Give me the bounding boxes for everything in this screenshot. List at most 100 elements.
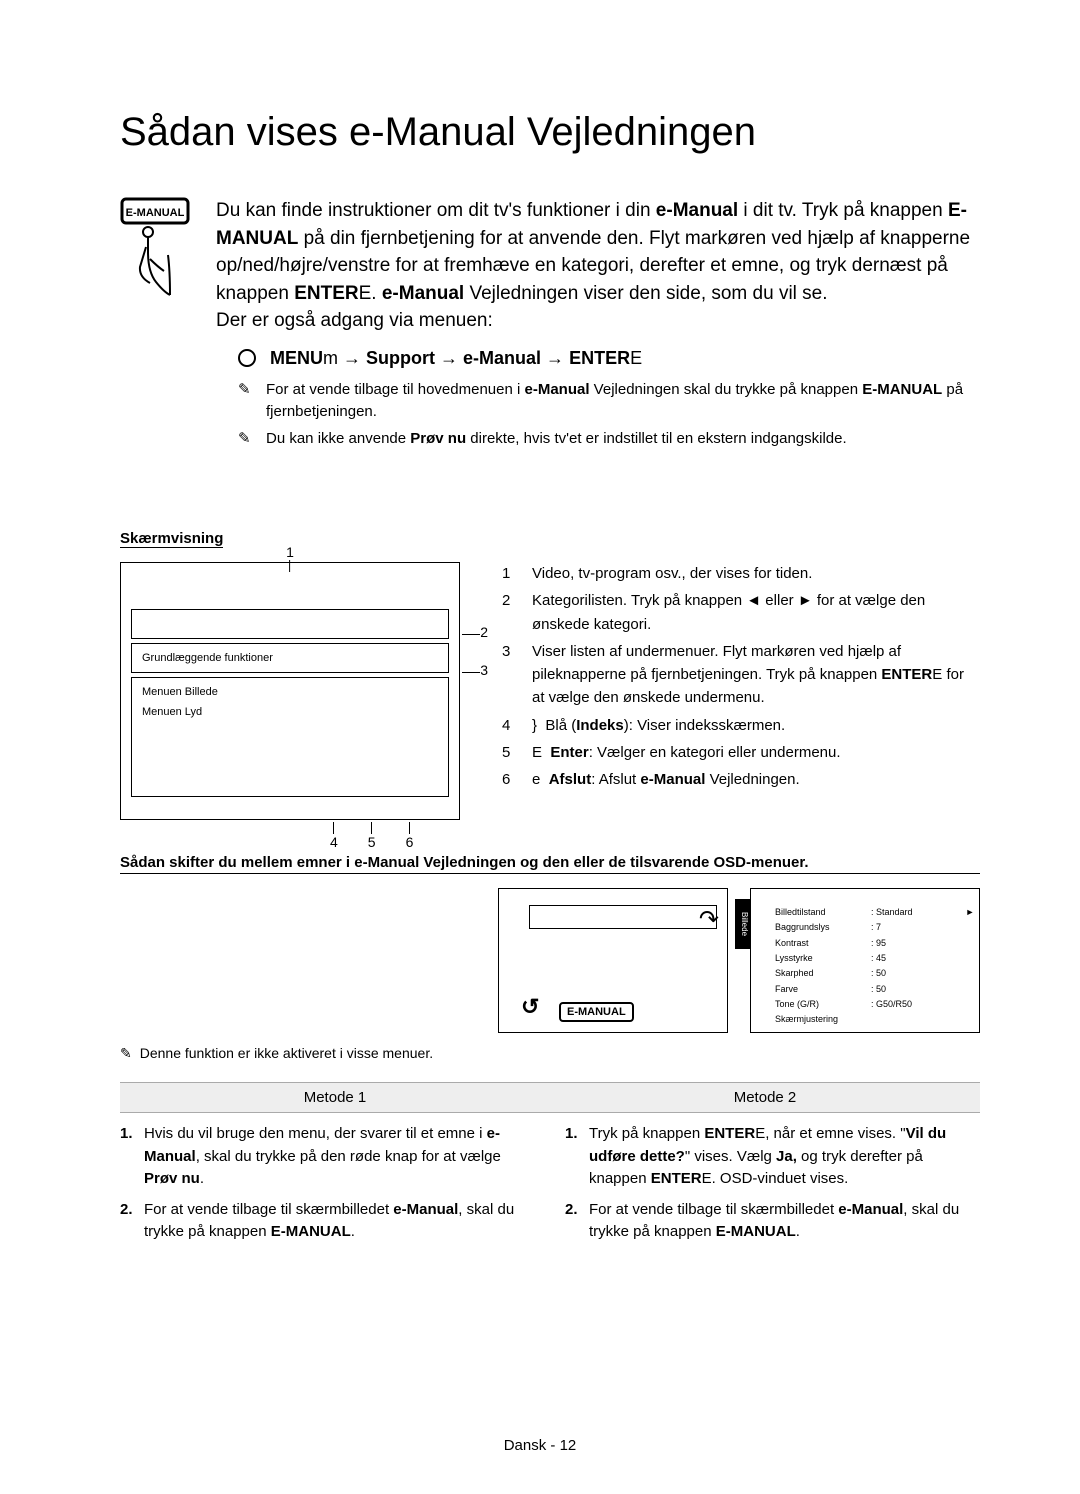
t: E [702, 1170, 712, 1187]
t: e-Manual [463, 348, 541, 368]
t: e-Manual [656, 200, 738, 221]
intro-text: Du kan finde instruktioner om dit tv's f… [216, 197, 980, 456]
marker-4: 4 [330, 822, 338, 850]
t: → [338, 348, 366, 368]
t: E [932, 666, 942, 683]
marker-6: 6 [406, 822, 414, 850]
t: Enter [550, 744, 588, 761]
t: m [323, 348, 338, 368]
t: , når et emne vises. " [765, 1125, 905, 1142]
t: e-Manual [525, 381, 590, 398]
t: → [541, 348, 569, 368]
t: . OSD-vinduet vises. [712, 1170, 849, 1187]
t: e [532, 771, 540, 788]
hand-icon: ✎ [120, 1045, 132, 1062]
page-title: Sådan vises e-Manual Vejledningen [120, 110, 980, 155]
method-header: Metode 1 Metode 2 [120, 1082, 980, 1113]
mini-tab: Billede [735, 899, 751, 949]
t: Indeks [576, 717, 624, 734]
k: 2 [502, 589, 516, 636]
circle-icon [238, 349, 256, 367]
t: → [435, 348, 463, 368]
t: ENTER [294, 283, 358, 304]
t: Viser listen af undermenuer. Flyt markør… [532, 643, 901, 683]
t: ): Viser indeksskærmen. [624, 717, 785, 734]
t: Tryk på knappen [589, 1125, 704, 1142]
t: Vejledningen. [705, 771, 799, 788]
box-cat: Grundlæggende funktioner [131, 643, 449, 673]
t: e-Manual [640, 771, 705, 788]
badge-text: E-MANUAL [126, 207, 185, 219]
t: E [532, 744, 542, 761]
t: } [532, 717, 537, 734]
t: Kategorilisten. Tryk på knappen ◄ eller … [532, 589, 980, 636]
screen-diagram: Grundlæggende funktioner Menuen Billede … [120, 562, 460, 820]
arrow-icon: ↷ [699, 905, 719, 934]
switch-title: Sådan skifter du mellem emner i e-Manual… [120, 854, 980, 874]
method-2: Tryk på knappen ENTERE , når et emne vise… [565, 1123, 980, 1252]
screen-section-title: Skærmvisning [120, 530, 223, 548]
t: e-Manual [393, 1201, 458, 1218]
t: ENTER [569, 348, 630, 368]
t: , skal du trykke på den røde knap for at… [196, 1148, 501, 1165]
box-2 [131, 609, 449, 639]
note-2: ✎ Du kan ikke anvende Prøv nu direkte, h… [238, 428, 980, 450]
t: For at vende tilbage til skærmbilledet [589, 1201, 838, 1218]
page-footer: Dansk - 12 [0, 1437, 1080, 1454]
t: E-MANUAL [716, 1223, 796, 1240]
emanual-badge: E-MANUAL [559, 1002, 634, 1022]
t: E [359, 283, 372, 304]
t: ENTER [651, 1170, 702, 1187]
marker-3: 3 [462, 662, 488, 678]
menu-path: MENUm → Support → e-Manual → ENTERE [238, 345, 980, 371]
back-arrow-icon: ↺ [521, 994, 539, 1020]
k: 1 [502, 562, 516, 585]
t: E-MANUAL [271, 1223, 351, 1240]
t: MENU [270, 348, 323, 368]
disabled-note: ✎ Denne funktion er ikke aktiveret i vis… [120, 1045, 980, 1062]
t: Prøv nu [144, 1170, 200, 1187]
t: : Vælger en kategori eller undermenu. [589, 744, 841, 761]
t: . [200, 1170, 204, 1187]
t: E [630, 348, 642, 368]
method-2-header: Metode 2 [550, 1083, 980, 1112]
t: Ja, [776, 1148, 797, 1165]
intro-line2: Der er også adgang via menuen: [216, 307, 980, 335]
intro-block: E-MANUAL Du kan finde instruktioner om d… [120, 197, 980, 456]
screen-row: 1 Grundlæggende funktioner Menuen Billed… [120, 562, 980, 820]
t: Video, tv-program osv., der vises for ti… [532, 562, 812, 585]
hand-icon: ✎ [238, 428, 258, 450]
t: e-Manual [838, 1201, 903, 1218]
k: 3 [502, 640, 516, 710]
t: i dit tv. Tryk på knappen [738, 200, 948, 221]
t: . [796, 1223, 800, 1240]
marker-5: 5 [368, 822, 376, 850]
list-item: Menuen Lyd [142, 706, 438, 718]
marker-2: 2 [462, 624, 488, 640]
t: " vises. Vælg [685, 1148, 776, 1165]
k: 5 [502, 741, 516, 764]
k: 4 [502, 714, 516, 737]
legend: 1 Video, tv-program osv., der vises for t… [502, 562, 980, 820]
t: For at vende tilbage til skærmbilledet [144, 1201, 393, 1218]
settings-list: Billedtilstand: Standard ► Baggrundslys:… [775, 905, 974, 1027]
t: ENTER [881, 666, 932, 683]
t: : Afslut [591, 771, 640, 788]
box-list: Menuen Billede Menuen Lyd [131, 677, 449, 797]
t: Denne funktion er ikke aktiveret i visse… [140, 1045, 433, 1062]
t: Vejledningen viser den side, som du vil … [464, 283, 827, 304]
remote-icon: E-MANUAL [120, 197, 190, 456]
k: 6 [502, 768, 516, 791]
t: Vejledningen skal du trykke på knappen [590, 381, 863, 398]
t: Support [366, 348, 435, 368]
t: Blå ( [545, 717, 576, 734]
list-item: Menuen Billede [142, 686, 438, 698]
t: Hvis du vil bruge den menu, der svarer t… [144, 1125, 487, 1142]
t: e-Manual [382, 283, 464, 304]
t: Prøv nu [410, 430, 466, 447]
t: Du kan finde instruktioner om dit tv's f… [216, 200, 656, 221]
t: Du kan ikke anvende [266, 430, 410, 447]
method-1-header: Metode 1 [120, 1083, 550, 1112]
t: direkte, hvis tv'et er indstillet til en… [466, 430, 847, 447]
mini-right: Billede Billedtilstand: Standard ► Baggr… [750, 888, 980, 1033]
